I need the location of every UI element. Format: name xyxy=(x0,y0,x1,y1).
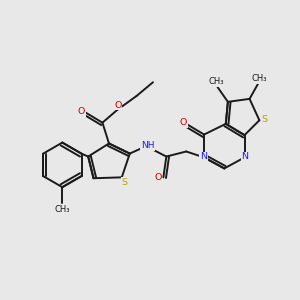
Text: CH₃: CH₃ xyxy=(252,74,267,83)
Text: N: N xyxy=(200,152,207,161)
Text: N: N xyxy=(242,152,249,161)
Text: O: O xyxy=(114,100,122,109)
Text: O: O xyxy=(180,118,187,127)
Text: O: O xyxy=(154,173,162,182)
Text: S: S xyxy=(262,115,268,124)
Text: S: S xyxy=(122,178,128,187)
Text: CH₃: CH₃ xyxy=(208,77,224,86)
Text: NH: NH xyxy=(141,141,154,150)
Text: CH₃: CH₃ xyxy=(55,205,70,214)
Text: O: O xyxy=(78,107,85,116)
